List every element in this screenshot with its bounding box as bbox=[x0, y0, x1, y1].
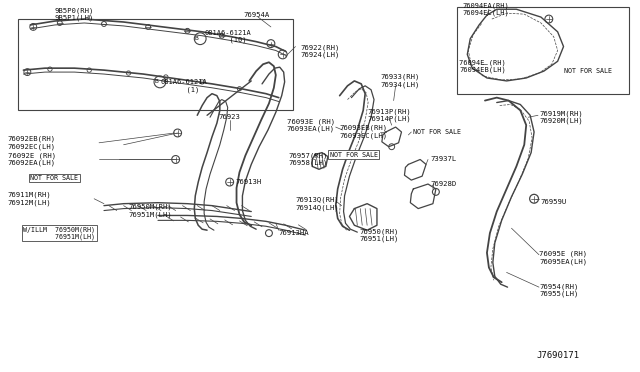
Text: W/ILLM  76950M(RH)
        76951M(LH): W/ILLM 76950M(RH) 76951M(LH) bbox=[24, 226, 95, 240]
Text: B: B bbox=[195, 36, 198, 41]
Text: B: B bbox=[154, 79, 158, 84]
Text: 76954A: 76954A bbox=[243, 12, 269, 18]
Text: 76092EB(RH)
76092EC(LH): 76092EB(RH) 76092EC(LH) bbox=[8, 136, 56, 150]
Text: 76094E (RH)
76094EB(LH): 76094E (RH) 76094EB(LH) bbox=[460, 59, 506, 73]
Text: 76094EA(RH)
76094EC(LH): 76094EA(RH) 76094EC(LH) bbox=[462, 2, 509, 16]
Text: 76092E (RH)
76092EA(LH): 76092E (RH) 76092EA(LH) bbox=[8, 153, 56, 167]
Text: 76959U: 76959U bbox=[541, 199, 567, 205]
Text: 76919M(RH)
76920M(LH): 76919M(RH) 76920M(LH) bbox=[539, 110, 583, 124]
Bar bbox=[458, 7, 629, 94]
Text: 76913Q(RH)
76914Q(LH): 76913Q(RH) 76914Q(LH) bbox=[296, 197, 340, 211]
Text: 73937L: 73937L bbox=[430, 157, 456, 163]
Text: 76093E (RH)
76093EA(LH): 76093E (RH) 76093EA(LH) bbox=[287, 118, 335, 132]
Text: 76933(RH)
76934(LH): 76933(RH) 76934(LH) bbox=[381, 74, 420, 88]
Text: 76911M(RH)
76912M(LH): 76911M(RH) 76912M(LH) bbox=[8, 192, 51, 206]
Text: 76928D: 76928D bbox=[430, 181, 456, 187]
Text: 9B5P0(RH)
9B5P1(LH): 9B5P0(RH) 9B5P1(LH) bbox=[55, 7, 94, 21]
Text: 081A6-6121A
      (1): 081A6-6121A (1) bbox=[161, 79, 207, 93]
Text: 76957(RH)
76958(LH): 76957(RH) 76958(LH) bbox=[289, 153, 328, 167]
Text: 76093EB(RH)
76093EC(LH): 76093EB(RH) 76093EC(LH) bbox=[340, 125, 388, 139]
Text: 76095E (RH)
76095EA(LH): 76095E (RH) 76095EA(LH) bbox=[539, 251, 587, 265]
Text: NOT FOR SALE: NOT FOR SALE bbox=[30, 175, 78, 181]
Text: 081A6-6121A
      (10): 081A6-6121A (10) bbox=[204, 30, 251, 44]
Text: 76923: 76923 bbox=[219, 114, 241, 120]
Text: NOT FOR SALE: NOT FOR SALE bbox=[413, 129, 461, 135]
Text: NOT FOR SALE: NOT FOR SALE bbox=[330, 151, 378, 158]
Bar bbox=[17, 19, 292, 110]
Text: 76950(RH)
76951(LH): 76950(RH) 76951(LH) bbox=[359, 228, 399, 242]
Text: J7690171: J7690171 bbox=[536, 352, 579, 360]
Text: NOT FOR SALE: NOT FOR SALE bbox=[564, 68, 612, 74]
Text: 76913H: 76913H bbox=[236, 179, 262, 185]
Text: 76954(RH)
76955(LH): 76954(RH) 76955(LH) bbox=[539, 283, 579, 297]
Text: 76913HA: 76913HA bbox=[279, 230, 309, 236]
Text: 76922(RH)
76924(LH): 76922(RH) 76924(LH) bbox=[300, 45, 340, 58]
Text: 76950M(RH)
76951M(LH): 76950M(RH) 76951M(LH) bbox=[129, 203, 172, 218]
Text: 76913P(RH)
76914P(LH): 76913P(RH) 76914P(LH) bbox=[367, 108, 411, 122]
